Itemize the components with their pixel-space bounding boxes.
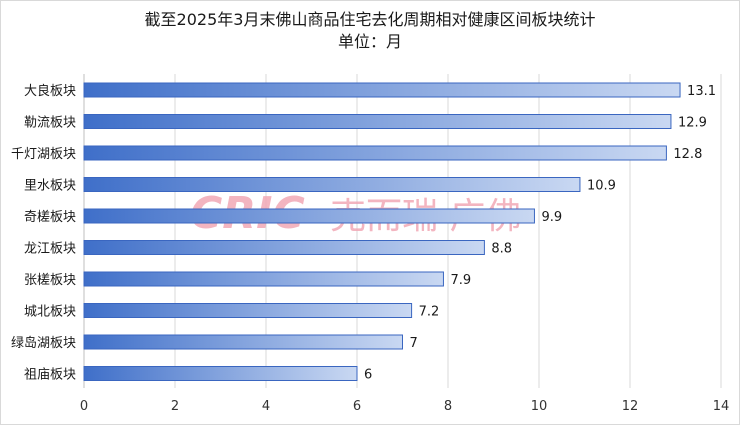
data-label: 13.1 [687, 84, 716, 99]
bar [83, 334, 403, 350]
x-tick-label: 2 [171, 399, 179, 414]
data-label: 10.9 [587, 179, 616, 194]
bar [83, 240, 485, 255]
category-label: 张槎板块 [24, 273, 76, 288]
category-label: 大良板块 [24, 83, 76, 99]
category-label: 千灯湖板块 [11, 147, 76, 162]
category-label: 城北板块 [24, 305, 76, 320]
bar [83, 82, 681, 98]
category-label: 奇槎板块 [24, 209, 76, 225]
category-label: 龙江板块 [24, 242, 76, 257]
x-tick-label: 6 [353, 399, 361, 414]
bar [83, 145, 667, 161]
data-label: 12.8 [673, 147, 702, 162]
bar [83, 303, 413, 318]
x-tick-label: 12 [622, 399, 639, 414]
data-label: 8.8 [491, 242, 512, 257]
bar [83, 208, 535, 224]
x-tick-label: 4 [262, 399, 270, 414]
bars [83, 82, 681, 381]
x-tick-label: 0 [80, 399, 88, 414]
bar [83, 271, 444, 287]
data-label: 6 [364, 368, 372, 383]
data-label: 7.2 [419, 305, 440, 320]
bar [83, 177, 581, 192]
data-label: 7 [410, 336, 418, 351]
category-label: 勒流板块 [24, 116, 76, 131]
x-tick-label: 8 [444, 399, 452, 414]
category-label: 祖庙板块 [24, 368, 76, 383]
chart-title: 截至2025年3月末佛山商品住宅去化周期相对健康区间板块统计 [144, 10, 596, 29]
data-label: 9.9 [541, 210, 562, 225]
category-label: 绿岛湖板块 [11, 335, 76, 351]
x-tick-label: 14 [713, 399, 730, 414]
bar [83, 366, 358, 381]
chart-subtitle: 单位：月 [337, 32, 402, 51]
data-label: 12.9 [678, 116, 707, 131]
data-label: 7.9 [450, 273, 471, 288]
labels: 0 2 4 6 8 10 12 14 大良板块 13.1 勒流板块 12.9 千灯湖板块 12.8 里水板块… [11, 83, 729, 414]
bar [83, 114, 672, 129]
x-tick-label: 10 [531, 399, 548, 414]
category-label: 里水板块 [24, 179, 76, 194]
